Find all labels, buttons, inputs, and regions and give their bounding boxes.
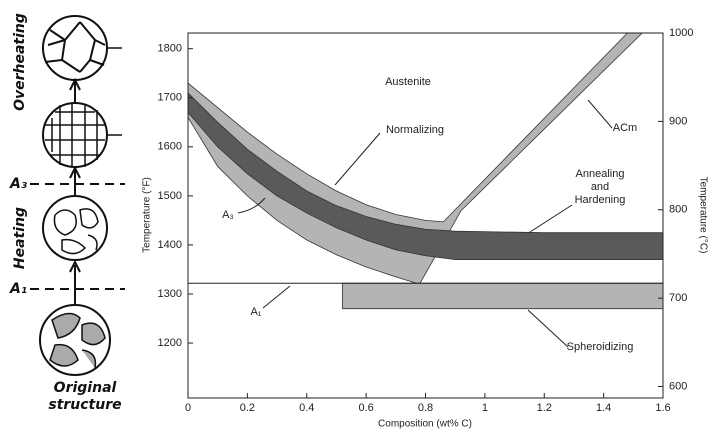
y2-axis-label: Temperature (°C) [697, 177, 708, 254]
y-tick-label: 1500 [158, 190, 182, 202]
annotation: and [591, 181, 609, 193]
grains [45, 104, 105, 167]
y-axis-label: Temperature (°F) [142, 177, 153, 253]
leader-line [587, 99, 613, 129]
grains [53, 208, 99, 255]
x-tick-label: 1.2 [537, 402, 552, 414]
leader-line [237, 197, 266, 214]
annotation: ACm [613, 122, 637, 134]
annotation: Normalizing [386, 124, 444, 136]
x-tick-label: 0.8 [418, 402, 433, 414]
schematic-label: Heating [12, 207, 28, 269]
region [341, 282, 664, 310]
schematic-label: Overheating [12, 13, 28, 111]
y-tick-label: 1600 [158, 141, 182, 153]
grains [44, 21, 106, 73]
leader-line [529, 204, 573, 233]
schematic-label: A₁ [9, 281, 27, 297]
y2-tick-label: 1000 [669, 27, 693, 39]
y-tick-label: 1700 [158, 92, 182, 104]
x-tick-label: 1.6 [655, 402, 670, 414]
x-tick-label: 1 [482, 402, 488, 414]
y2-tick-label: 900 [669, 115, 687, 127]
y-tick-label: 1800 [158, 43, 182, 55]
annotation: Hardening [575, 194, 626, 206]
leader-line [527, 309, 569, 348]
y-tick-label: 1200 [158, 337, 182, 349]
y2-tick-label: 600 [669, 380, 687, 392]
arrow-head [69, 77, 81, 273]
x-tick-label: 0.4 [299, 402, 314, 414]
x-tick-label: 1.4 [596, 402, 611, 414]
schematic-label: Original [54, 380, 117, 396]
schematic-label: A₃ [9, 176, 27, 192]
x-tick-label: 0.2 [240, 402, 255, 414]
schematic-label: structure [48, 397, 121, 413]
y-tick-label: 1400 [158, 239, 182, 251]
y2-tick-label: 700 [669, 292, 687, 304]
grains [49, 312, 106, 369]
x-tick-label: 0.6 [358, 402, 373, 414]
x-axis-label: Composition (wt% C) [378, 419, 472, 430]
annotation: Annealing [576, 168, 625, 180]
annotation: Spheroidizing [567, 341, 634, 353]
marker-line [107, 47, 122, 136]
annotation: A₃ [222, 209, 234, 221]
annotation: A₁ [250, 306, 261, 318]
leader-line [262, 285, 291, 309]
dashed-line [30, 183, 125, 290]
schematic: Overheating A₃ Heating A₁ Original struc… [9, 13, 125, 413]
x-tick-label: 0 [185, 402, 191, 414]
leader-line [334, 132, 381, 186]
y-tick-label: 1300 [158, 288, 182, 300]
y2-tick-label: 800 [669, 204, 687, 216]
annotation: Austenite [385, 76, 431, 88]
